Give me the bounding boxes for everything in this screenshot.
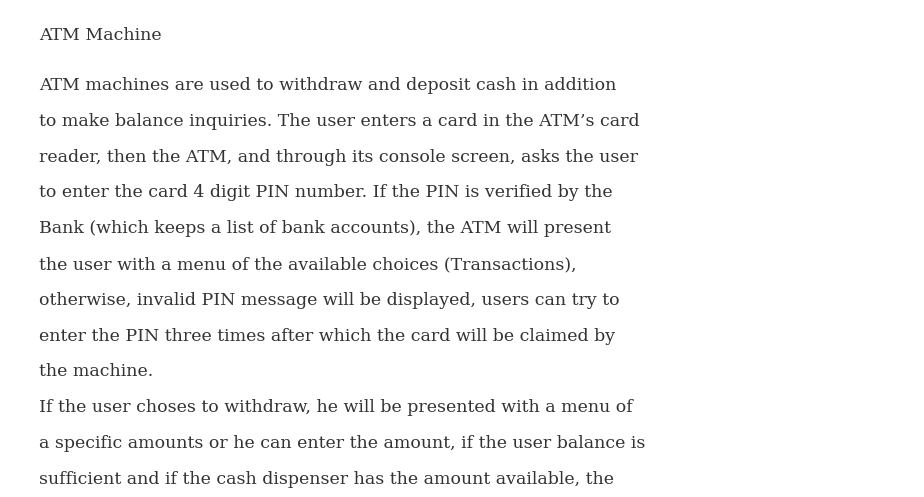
Text: reader, then the ATM, and through its console screen, asks the user: reader, then the ATM, and through its co… (39, 149, 638, 166)
Text: enter the PIN three times after which the card will be claimed by: enter the PIN three times after which th… (39, 328, 615, 344)
Text: Bank (which keeps a list of bank accounts), the ATM will present: Bank (which keeps a list of bank account… (39, 220, 611, 237)
Text: ATM Machine: ATM Machine (39, 27, 162, 44)
Text: the machine.: the machine. (39, 363, 153, 380)
Text: ATM machines are used to withdraw and deposit cash in addition: ATM machines are used to withdraw and de… (39, 77, 616, 94)
Text: the user with a menu of the available choices (Transactions),: the user with a menu of the available ch… (39, 256, 577, 273)
Text: If the user choses to withdraw, he will be presented with a menu of: If the user choses to withdraw, he will … (39, 399, 633, 416)
Text: otherwise, invalid PIN message will be displayed, users can try to: otherwise, invalid PIN message will be d… (39, 292, 619, 309)
Text: sufficient and if the cash dispenser has the amount available, the: sufficient and if the cash dispenser has… (39, 471, 614, 488)
Text: to enter the card 4 digit PIN number. If the PIN is verified by the: to enter the card 4 digit PIN number. If… (39, 184, 613, 201)
Text: a specific amounts or he can enter the amount, if the user balance is: a specific amounts or he can enter the a… (39, 435, 645, 452)
Text: to make balance inquiries. The user enters a card in the ATM’s card: to make balance inquiries. The user ente… (39, 113, 639, 130)
